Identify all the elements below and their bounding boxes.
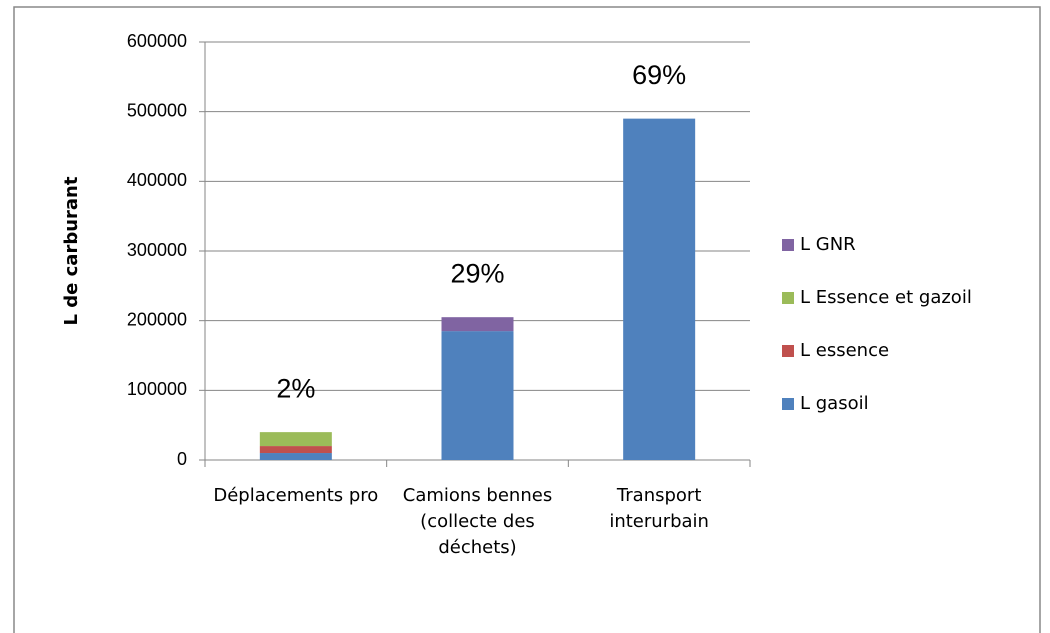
bar-annotation: 69% <box>632 60 686 90</box>
bar-segment <box>259 432 332 447</box>
legend-swatch <box>782 292 794 304</box>
legend-label: L gasoil <box>800 393 869 414</box>
legend-label: L essence <box>800 340 889 361</box>
legend-swatch <box>782 345 794 357</box>
y-tick-label: 600000 <box>127 31 187 51</box>
legend-label: L GNR <box>800 234 856 255</box>
y-tick-label: 100000 <box>127 379 187 399</box>
y-tick-label: 0 <box>177 449 187 469</box>
legend-swatch <box>782 398 794 410</box>
bar-segment <box>259 453 332 460</box>
y-axis-label: L de carburant <box>61 176 82 325</box>
y-tick-label: 200000 <box>127 309 187 329</box>
bar-segment <box>623 118 696 460</box>
x-tick-label: Déplacements pro <box>213 485 379 506</box>
y-tick-label: 400000 <box>127 170 187 190</box>
bar-segment <box>441 317 514 332</box>
x-tick-label: Camions bennes (collecte des déchets) <box>402 485 553 558</box>
bar-annotation: 29% <box>450 258 504 288</box>
x-tick-label: Transport interurbain <box>609 485 709 532</box>
y-tick-label: 500000 <box>127 100 187 120</box>
legend-label: L Essence et gazoil <box>800 287 972 308</box>
bar-annotation: 2% <box>276 373 315 403</box>
legend-swatch <box>782 239 794 251</box>
y-tick-label: 300000 <box>127 240 187 260</box>
bar-segment <box>441 331 514 460</box>
bar-segment <box>259 446 332 454</box>
